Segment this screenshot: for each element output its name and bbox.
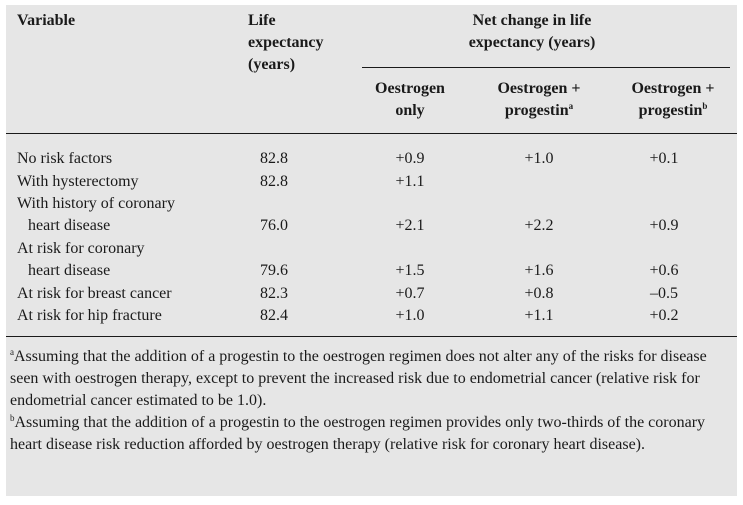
cell-op-b: +0.6 xyxy=(649,262,679,279)
footnote-marker-b: b xyxy=(702,101,708,111)
cell-oestrogen: +0.7 xyxy=(395,285,425,302)
cell-oestrogen: +1.0 xyxy=(395,307,425,324)
footnote-marker-a: a xyxy=(568,101,574,111)
cell-op-b: –0.5 xyxy=(650,285,678,302)
row-label-continued: heart disease xyxy=(28,217,111,234)
header-oestrogen-progestin-b: Oestrogen + progestinb xyxy=(631,80,715,119)
header-net-line2: expectancy (years) xyxy=(468,34,596,51)
cell-life: 82.8 xyxy=(260,150,288,167)
header-life-line1: Life xyxy=(248,12,276,29)
footnotes: aAssuming that the addition of a progest… xyxy=(10,346,722,456)
cell-op-b: +0.1 xyxy=(649,150,679,167)
header-variable: Variable xyxy=(17,12,76,29)
header-life-line3: (years) xyxy=(248,56,296,73)
row-label-continued: heart disease xyxy=(28,262,111,279)
cell-op-a: +1.6 xyxy=(524,262,554,279)
cell-op-a: +1.1 xyxy=(524,307,554,324)
cell-oestrogen: +1.1 xyxy=(395,173,425,190)
row-label: With hysterectomy xyxy=(17,173,139,190)
row-label: With history of coronary xyxy=(17,195,175,212)
header-net-line1: Net change in life xyxy=(472,12,592,29)
cell-op-a: +2.2 xyxy=(524,217,554,234)
cell-oestrogen: +0.9 xyxy=(395,150,425,167)
table-panel xyxy=(6,5,737,496)
row-label: At risk for breast cancer xyxy=(17,285,172,302)
header-net-change: Net change in life expectancy (years) xyxy=(400,10,664,54)
row-label: At risk for coronary xyxy=(17,240,145,257)
header-bottom-rule xyxy=(6,133,737,134)
cell-oestrogen: +2.1 xyxy=(395,217,425,234)
footnote-b: bAssuming that the addition of a progest… xyxy=(10,413,706,454)
cell-op-a: +1.0 xyxy=(524,150,554,167)
row-label: At risk for hip fracture xyxy=(17,307,162,324)
header-oestrogen-progestin-a: Oestrogen + progestina xyxy=(497,80,581,119)
cell-life: 82.3 xyxy=(260,285,288,302)
cell-op-b: +0.9 xyxy=(649,217,679,234)
footnote-a: aAssuming that the addition of a progest… xyxy=(10,347,707,410)
header-life-line2: expectancy xyxy=(248,34,324,51)
cell-life: 82.8 xyxy=(260,173,288,190)
cell-life: 76.0 xyxy=(260,217,288,234)
cell-op-b: +0.2 xyxy=(649,307,679,324)
cell-life: 82.4 xyxy=(260,307,288,324)
header-oestrogen-only: Oestrogen only xyxy=(375,80,445,119)
cell-oestrogen: +1.5 xyxy=(395,262,425,279)
header-subrule xyxy=(362,67,730,68)
cell-op-a: +0.8 xyxy=(524,285,554,302)
cell-life: 79.6 xyxy=(260,262,288,279)
header-life-expectancy: Life expectancy (years) xyxy=(248,10,324,76)
row-label: No risk factors xyxy=(17,150,113,167)
table-bottom-rule xyxy=(6,336,737,337)
